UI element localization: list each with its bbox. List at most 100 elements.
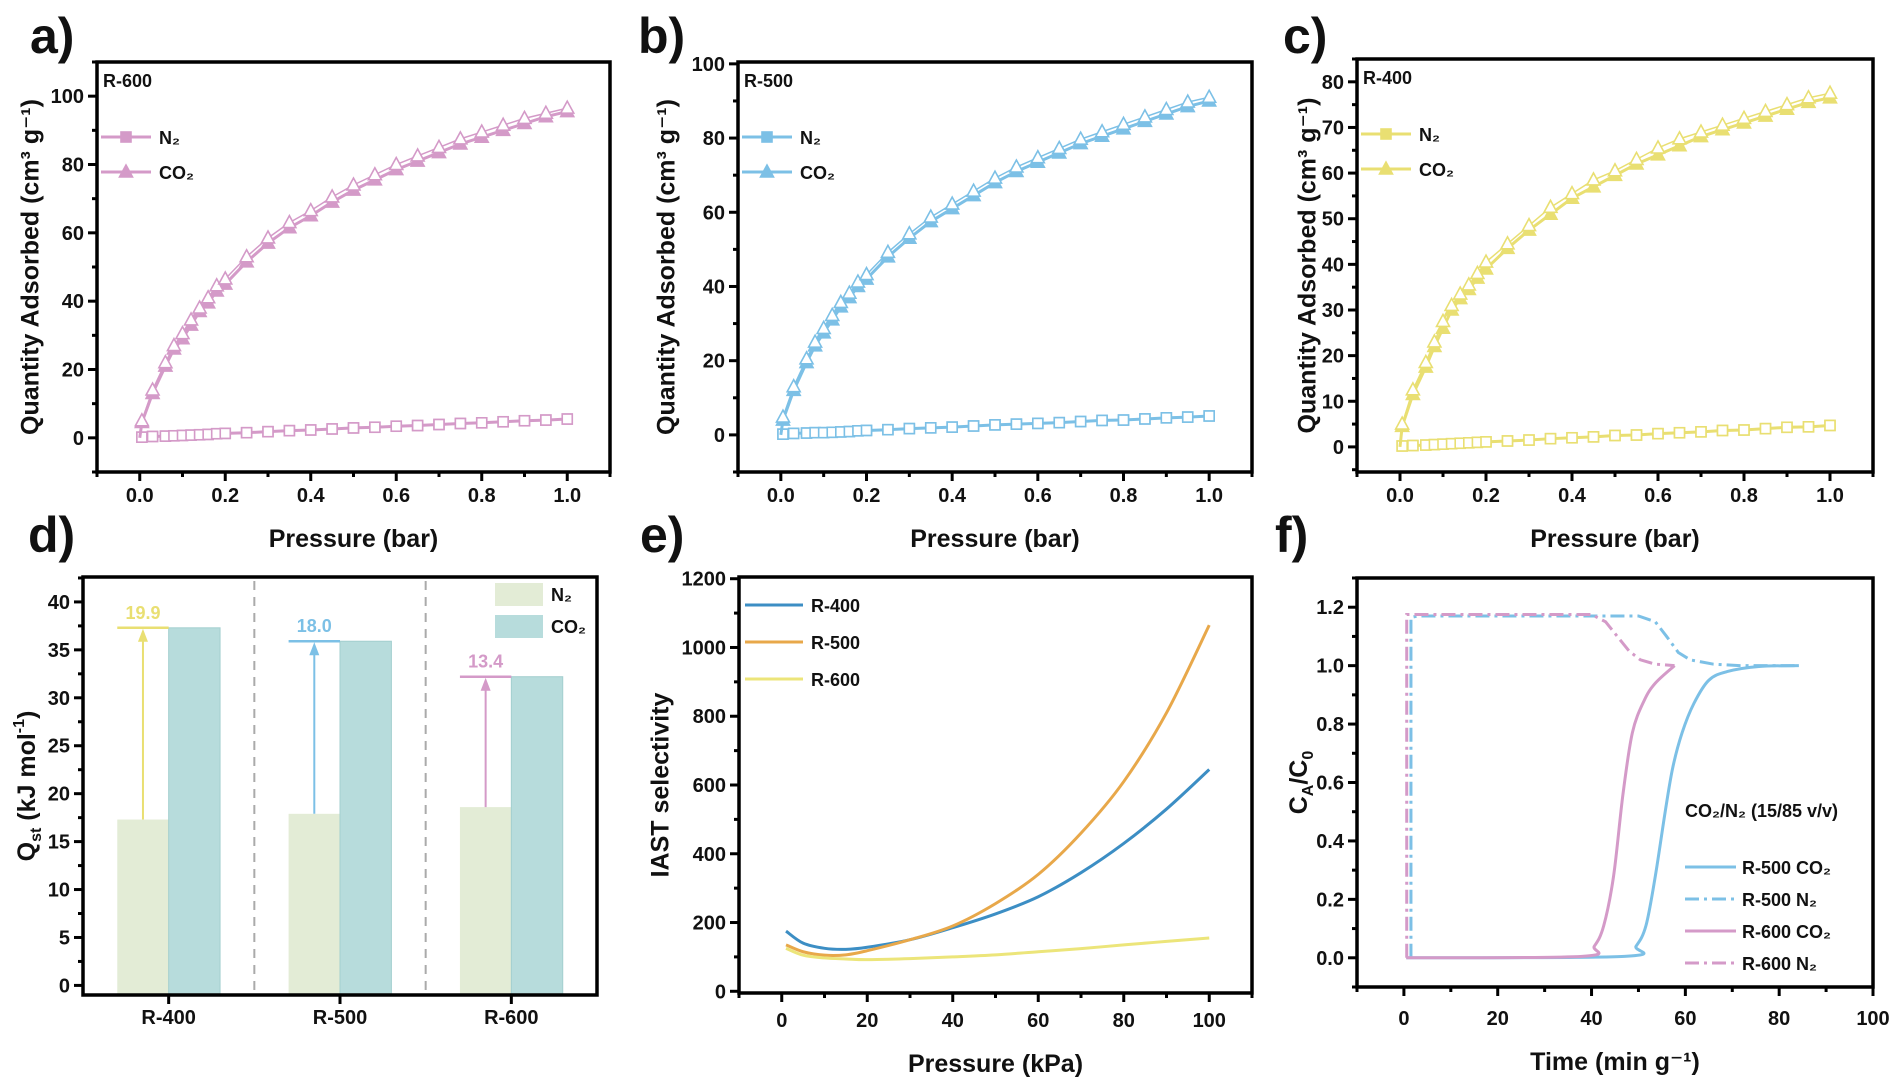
y-tick-label: 40	[62, 291, 84, 313]
desorption-point	[787, 427, 800, 440]
desorption-point	[166, 336, 182, 352]
selectivity-line-R-500	[785, 624, 1211, 957]
desorption-point	[1671, 130, 1688, 145]
desorption-point	[1587, 431, 1600, 443]
desorption-point	[1010, 418, 1023, 430]
desorption-point	[1542, 198, 1559, 214]
difference-label: 19.9	[125, 603, 160, 623]
selectivity-line-R-600	[785, 936, 1210, 962]
desorption-point	[219, 427, 232, 440]
desorption-point	[1716, 424, 1729, 437]
desorption-line	[782, 96, 1210, 418]
desorption-point	[1117, 414, 1130, 426]
desorption-point	[433, 418, 445, 431]
desorption-point	[538, 104, 554, 120]
desorption-point	[1201, 88, 1218, 104]
desorption-point	[1607, 162, 1623, 177]
legend-label: N₂	[551, 585, 572, 605]
y-tick-label: 10	[1322, 391, 1344, 413]
y-tick-label: 0.4	[1316, 831, 1345, 853]
category-label: R-400	[141, 1007, 195, 1029]
desorption-point	[144, 381, 161, 396]
y-axis-title-part: )	[13, 711, 41, 719]
arrow-head-icon	[137, 628, 148, 642]
sample-label: R-500	[744, 71, 793, 91]
adsorption-point	[1478, 260, 1494, 275]
desorption-point	[1822, 84, 1838, 100]
x-tick-label: 60	[1027, 1010, 1049, 1032]
desorption-point	[1521, 216, 1537, 232]
y-tick-label: 20	[1322, 346, 1344, 368]
adsorption-point	[1671, 137, 1688, 152]
desorption-point	[1609, 429, 1621, 442]
y-tick-label: 800	[693, 706, 726, 728]
desorption-point	[1008, 158, 1025, 173]
desorption-point	[454, 417, 467, 430]
x-tick-label: 80	[1113, 1010, 1135, 1032]
y-tick-label: 0	[59, 975, 70, 997]
x-tick-label: 0.0	[126, 485, 154, 507]
desorption-point	[1779, 95, 1795, 111]
legend-label: N₂	[159, 128, 180, 148]
desorption-point	[1714, 116, 1731, 131]
x-tick-label: 0.6	[1024, 485, 1052, 507]
y-tick-label: 40	[703, 276, 725, 298]
desorption-point	[390, 420, 403, 433]
y-axis-title-part: /C	[1285, 760, 1313, 785]
desorption-point	[1053, 416, 1066, 429]
x-tick-label: 40	[1580, 1008, 1602, 1030]
y-tick-label: 1200	[682, 569, 727, 591]
desorption-point	[1435, 312, 1451, 328]
breakthrough-panel: 0.0 0.2 0.4 0.6 0.8 1.0 1.2 0 20 40 60 80 100 Time (m…	[1275, 507, 1890, 1076]
y-tick-label: 400	[693, 844, 726, 866]
adsorption-point	[1650, 146, 1666, 161]
y-tick-label: 40	[48, 592, 70, 614]
legend-label: R-500 N₂	[1742, 890, 1817, 910]
legend-label: CO₂	[1419, 160, 1454, 180]
desorption-point	[1630, 429, 1643, 441]
desorption-point	[1139, 413, 1151, 425]
desorption-point	[473, 123, 490, 138]
desorption-point	[240, 426, 253, 439]
desorption-point	[785, 377, 802, 393]
breakthrough-line	[1406, 664, 1676, 960]
desorption-point	[775, 408, 791, 423]
axes-frame	[1355, 57, 1875, 474]
legend-label: CO₂	[551, 617, 586, 637]
desorption-point	[281, 213, 298, 229]
legend-label: R-500	[811, 633, 860, 653]
desorption-point	[1096, 414, 1108, 427]
desorption-point	[1072, 130, 1089, 145]
desorption-point	[1738, 424, 1750, 436]
difference-label: 18.0	[297, 616, 332, 636]
panel-label: b)	[638, 8, 685, 64]
desorption-point	[1158, 100, 1175, 116]
x-tick-label: 100	[1856, 1008, 1889, 1030]
panel-label: d)	[28, 507, 75, 563]
desorption-point	[807, 333, 823, 348]
y-axis-title-part: (kJ mol	[13, 733, 41, 827]
y-axis-title-part: 0	[1300, 751, 1317, 760]
adsorption-line	[138, 110, 568, 439]
y-tick-label: 100	[692, 54, 725, 76]
desorption-point	[1564, 184, 1580, 200]
isotherm-panel-R-500: 0 20 40 60 80 100 0.0 0.2 0.4 0.6 0.8 1.0 Pressure (…	[638, 8, 1254, 553]
x-tick-label: 0	[776, 1010, 787, 1032]
x-tick-label: 1.0	[553, 485, 581, 507]
x-tick-label: 0.2	[211, 485, 239, 507]
y-axis-title-part: A	[1300, 784, 1317, 796]
x-tick-label: 0.8	[468, 485, 496, 507]
x-tick-label: 1.0	[1195, 485, 1223, 507]
desorption-point	[1499, 235, 1516, 250]
sample-label: R-400	[1363, 68, 1412, 88]
y-tick-label: 0	[1333, 437, 1344, 459]
desorption-point	[1824, 419, 1836, 432]
desorption-line	[141, 107, 568, 421]
desorption-point	[924, 422, 937, 434]
y-tick-label: 0.8	[1316, 714, 1344, 736]
desorption-point	[1179, 93, 1196, 108]
desorption-point	[880, 243, 896, 259]
desorption-point	[1460, 276, 1477, 291]
x-tick-label: 40	[942, 1010, 964, 1032]
y-tick-label: 5	[59, 927, 70, 949]
